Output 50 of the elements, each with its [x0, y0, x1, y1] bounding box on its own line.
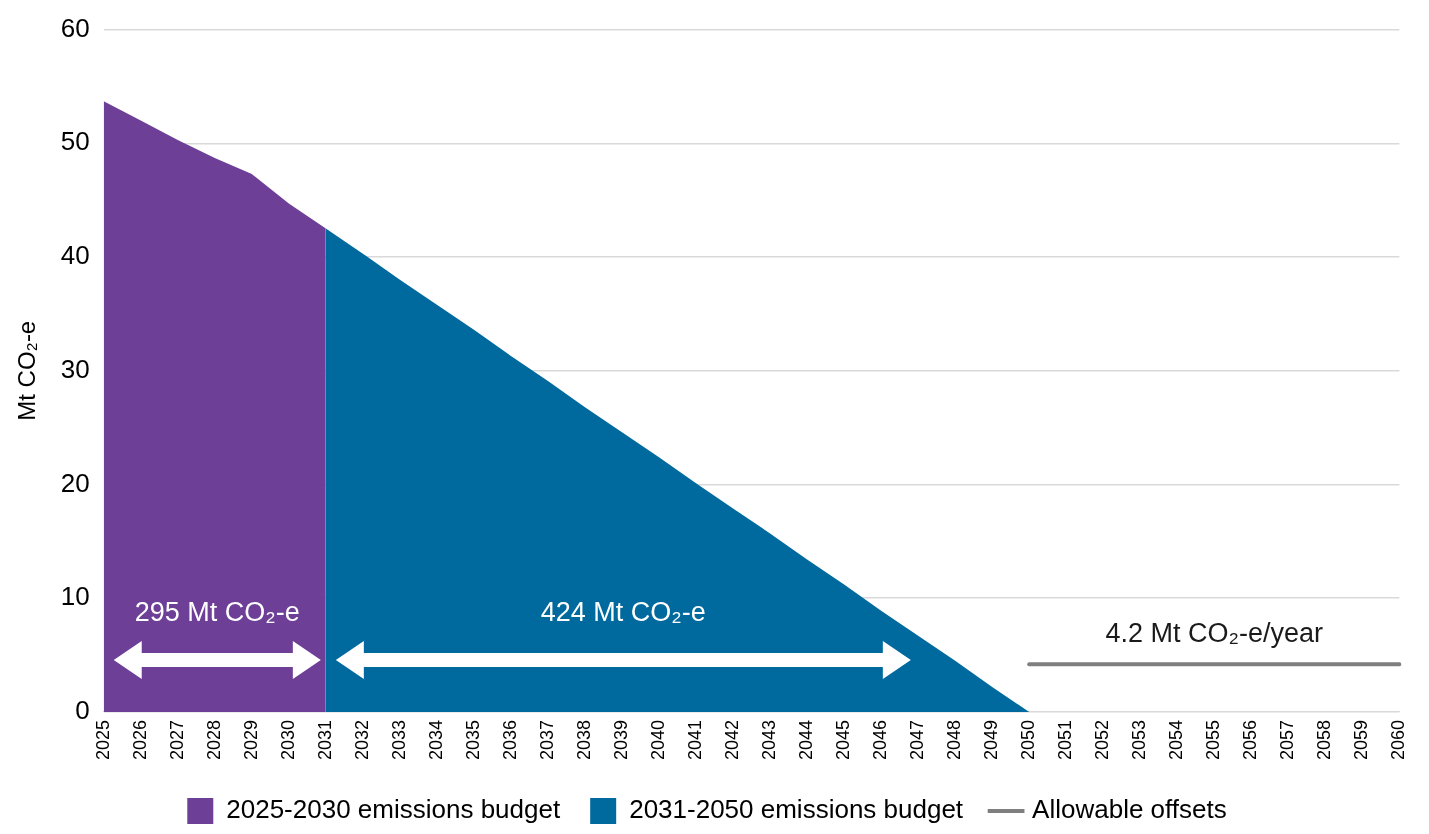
- annotation: 295 Mt CO₂-e: [134, 597, 300, 628]
- x-tick-label: 2044: [796, 719, 817, 760]
- x-tick-label: 2046: [870, 719, 891, 760]
- y-tick-label: 30: [60, 353, 90, 384]
- x-tick-label: 2036: [499, 719, 520, 760]
- legend-label: Allowable offsets: [1032, 794, 1227, 825]
- x-tick-label: 2033: [388, 719, 409, 760]
- x-tick-label: 2038: [573, 719, 594, 760]
- x-tick-label: 2034: [425, 719, 446, 760]
- x-tick-label: 2045: [833, 719, 854, 760]
- x-tick-label: 2058: [1314, 719, 1335, 760]
- x-tick-label: 2042: [722, 719, 743, 760]
- y-tick-label: 40: [60, 240, 90, 271]
- x-tick-label: 2047: [907, 719, 928, 760]
- x-tick-label: 2059: [1351, 719, 1372, 760]
- y-tick-label: 50: [60, 126, 90, 157]
- annotation: 4.2 Mt CO₂-e/year: [1105, 617, 1324, 648]
- x-tick-label: 2051: [1055, 719, 1076, 760]
- x-tick-label: 2032: [351, 719, 372, 760]
- x-tick-label: 2037: [536, 719, 557, 760]
- x-tick-label: 2052: [1092, 719, 1113, 760]
- x-tick-label: 2050: [1018, 719, 1039, 760]
- x-tick-label: 2048: [944, 719, 965, 760]
- x-tick-label: 2035: [462, 719, 483, 760]
- x-tick-label: 2027: [166, 719, 187, 760]
- x-tick-label: 2060: [1388, 719, 1409, 760]
- x-tick-label: 2028: [203, 719, 224, 760]
- y-tick-label: 0: [75, 695, 90, 726]
- x-tick-label: 2049: [981, 719, 1002, 760]
- x-tick-label: 2041: [685, 719, 705, 760]
- x-tick-label: 2040: [647, 719, 668, 760]
- y-axis-title: Mt CO₂-e: [13, 320, 41, 421]
- y-tick-label: 20: [60, 467, 90, 498]
- y-tick-label: 10: [60, 581, 90, 612]
- x-tick-label: 2057: [1277, 719, 1298, 760]
- x-tick-label: 2055: [1203, 719, 1224, 760]
- x-tick-label: 2030: [277, 719, 298, 760]
- x-tick-label: 2043: [759, 719, 780, 760]
- x-tick-label: 2053: [1129, 719, 1150, 760]
- legend-label: 2031-2050 emissions budget: [629, 794, 964, 825]
- y-tick-label: 60: [60, 12, 90, 43]
- x-tick-label: 2054: [1166, 719, 1187, 760]
- x-tick-label: 2039: [610, 719, 631, 760]
- legend-label: 2025-2030 emissions budget: [226, 794, 561, 825]
- annotation: 424 Mt CO₂-e: [540, 597, 706, 628]
- x-tick-label: 2025: [92, 719, 113, 760]
- x-tick-label: 2056: [1240, 719, 1261, 760]
- x-tick-label: 2031: [314, 719, 335, 760]
- x-tick-label: 2026: [129, 719, 150, 760]
- x-tick-label: 2029: [240, 719, 261, 760]
